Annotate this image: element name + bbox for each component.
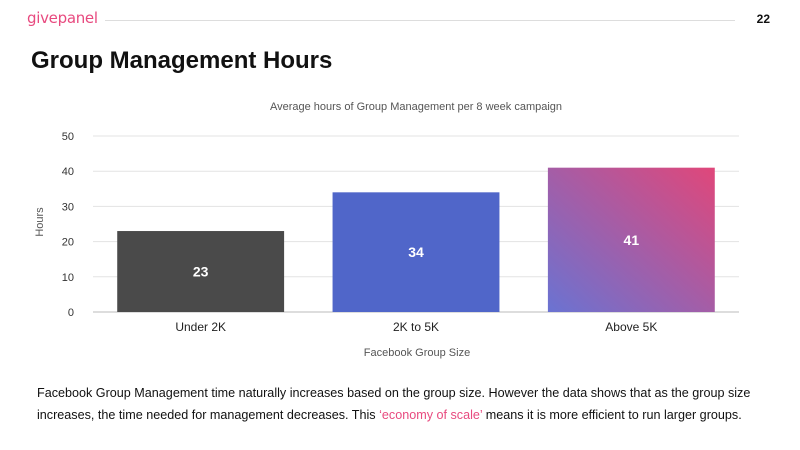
bar-data-label: 23 bbox=[193, 264, 209, 280]
x-tick-label: 2K to 5K bbox=[393, 320, 439, 334]
economy-of-scale-highlight: ‘economy of scale’ bbox=[379, 408, 483, 422]
description-before: Facebook Group Management time naturally… bbox=[37, 386, 751, 422]
x-tick-label: Above 5K bbox=[605, 320, 657, 334]
bar-above-5k bbox=[547, 167, 715, 312]
bar-data-label: 34 bbox=[408, 244, 424, 260]
description-text: Facebook Group Management time naturally… bbox=[37, 382, 782, 426]
y-tick-label: 10 bbox=[62, 272, 74, 284]
header-divider bbox=[105, 20, 735, 21]
y-tick-label: 50 bbox=[62, 131, 74, 143]
description-after: means it is more efficient to run larger… bbox=[482, 408, 742, 422]
brand-logo: givepanel bbox=[27, 9, 98, 27]
chart-title: Average hours of Group Management per 8 … bbox=[270, 101, 562, 113]
y-axis-label: Hours bbox=[34, 207, 46, 237]
y-tick-label: 40 bbox=[62, 166, 74, 178]
x-axis-label: Facebook Group Size bbox=[364, 347, 470, 359]
bar-chart: Average hours of Group Management per 8 … bbox=[34, 101, 739, 359]
bar-under-2k bbox=[117, 231, 285, 312]
bar-data-label: 41 bbox=[624, 232, 640, 248]
y-tick-label: 0 bbox=[68, 307, 74, 319]
bar-2k-to-5k bbox=[332, 192, 500, 312]
y-tick-label: 30 bbox=[62, 201, 74, 213]
y-tick-label: 20 bbox=[62, 237, 74, 249]
page-number: 22 bbox=[756, 12, 770, 26]
page-title: Group Management Hours bbox=[31, 47, 333, 74]
x-tick-label: Under 2K bbox=[175, 320, 226, 334]
